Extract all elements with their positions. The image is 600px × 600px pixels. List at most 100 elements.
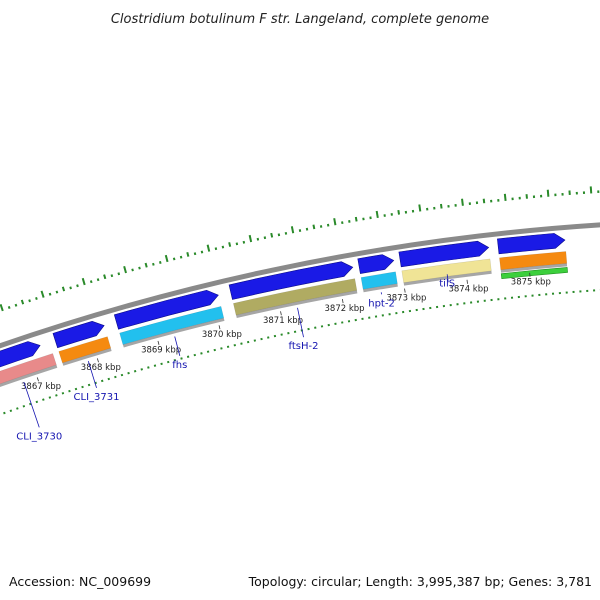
gene-block[interactable] [119,306,225,345]
forward-gene-arrow[interactable] [398,240,490,268]
skew-tick [7,305,11,309]
kbp-tick-label: 3874 kbp [448,285,488,295]
gene-label[interactable]: ftsH-2 [289,341,319,352]
gene-block[interactable] [233,278,358,316]
gene-block[interactable] [401,258,492,283]
skew-tick-inner [16,407,19,410]
gene-block-shadow [500,263,568,273]
skew-tick [354,216,358,222]
map-title: Clostridium botulinum F str. Langeland, … [111,12,489,27]
gene-label[interactable]: CLI_3731 [74,392,120,403]
kbp-tick-mark [218,325,221,330]
kbp-tick-mark [341,299,344,304]
skew-tick [123,266,127,274]
position-ticks: 3867 kbp 3868 kbp 3869 kbp 3870 kbp 3871 kbp… [21,272,551,392]
skew-tick [28,299,31,303]
skew-tick [40,290,45,298]
skew-tick [256,237,260,241]
skew-tick-inner [120,373,124,377]
gc-skew-track [0,186,600,415]
kbp-tick-label: 3870 kbp [202,330,242,340]
forward-strand-genes [0,233,566,374]
skew-tick-inner [140,368,143,371]
skew-tick [397,209,401,215]
forward-gene-arrow[interactable] [113,289,219,330]
skew-tick-inner [173,359,177,362]
skew-tick-inner [9,409,13,413]
forward-gene-arrow[interactable] [228,261,354,300]
kbp-tick-label: 3875 kbp [511,278,551,288]
gene-block[interactable] [58,336,112,364]
kbp-tick-mark [157,340,160,345]
gene-block[interactable] [0,353,57,388]
kbp-tick-mark [36,377,39,382]
skew-tick-inner [29,402,32,406]
skew-tick-inner [147,366,150,369]
kbp-tick-mark [404,288,406,293]
skew-tick [186,252,190,257]
skew-tick-inner [107,377,111,381]
skew-tick [503,193,507,201]
skew-tick [76,284,79,288]
gene-block-shadow [0,364,58,388]
skew-tick [312,224,316,230]
skew-tick [0,303,4,312]
skew-tick-inner [94,381,97,385]
skew-tick [96,278,100,282]
skew-tick [48,292,52,296]
gene-block[interactable] [360,271,398,290]
skew-tick [375,210,379,219]
skew-tick [418,204,422,212]
skew-tick [14,303,18,307]
skew-tick [546,189,550,197]
gene-block-shadow [236,290,358,319]
gene-label[interactable]: CLI_3730 [16,431,62,442]
gene-block[interactable] [499,251,568,271]
backbone-ring [0,222,600,349]
gene-label[interactable]: hpt-2 [368,298,395,309]
gene-leader-line [23,381,40,428]
skew-tick-inner [42,398,45,401]
skew-tick-inner [87,383,91,387]
skew-tick [179,255,183,259]
skew-tick [333,218,337,226]
skew-tick-inner [3,411,6,415]
skew-tick [152,262,155,266]
skew-tick [20,299,25,305]
kbp-tick-mark [96,358,99,363]
skew-tick [248,234,253,243]
kbp-tick-mark [466,279,468,284]
skew-tick-inner [100,379,104,383]
skew-tick [131,268,134,272]
forward-gene-arrow[interactable] [357,254,395,274]
skew-tick [69,286,72,290]
extra-feature-track [500,267,568,280]
skew-tick [235,242,239,246]
skew-tick [110,274,114,278]
kbp-tick-label: 3871 kbp [263,316,303,326]
skew-tick [117,272,121,276]
forward-gene-arrow[interactable] [0,341,41,374]
skew-tick-inner [22,404,26,408]
gene-label[interactable]: tilS [439,278,455,289]
reverse-strand-genes [0,251,568,388]
extra-feature-bar[interactable] [500,267,568,280]
skew-tick [103,274,107,280]
gene-label[interactable]: fhs [172,360,187,371]
skew-tick [228,242,232,247]
skew-tick [290,226,295,234]
skew-tick-inner [166,360,170,364]
skew-tick [439,203,443,209]
forward-gene-arrow[interactable] [497,233,566,255]
kbp-tick-label: 3868 kbp [81,363,121,373]
skew-tick-inner [74,387,78,391]
skew-tick-inner [153,364,157,367]
skew-tick-inner [81,385,84,389]
skew-tick [221,245,225,249]
gene-leader-line [446,274,449,283]
forward-gene-arrow[interactable] [52,320,105,349]
gene-block-shadow [363,283,398,293]
skew-tick-inner [180,357,183,360]
skew-tick [482,198,486,204]
skew-tick [81,277,86,286]
